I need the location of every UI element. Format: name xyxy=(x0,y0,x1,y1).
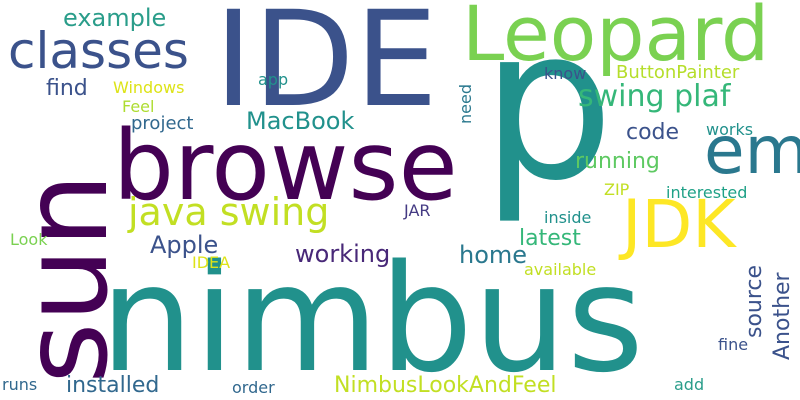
word-p: p xyxy=(481,0,615,227)
word-need: need xyxy=(456,84,475,124)
word-code: code xyxy=(626,120,680,145)
word-jdk: JDK xyxy=(622,186,736,263)
word-works: works xyxy=(706,120,754,139)
word-home: home xyxy=(459,241,528,269)
word-buttonpainter: ButtonPainter xyxy=(616,62,740,83)
word-sun: sun xyxy=(0,172,134,384)
word-find: find xyxy=(46,76,88,101)
word-classes: classes xyxy=(8,22,189,80)
word-order: order xyxy=(232,378,275,397)
word-project: project xyxy=(131,113,194,134)
word-macbook: MacBook xyxy=(246,107,355,135)
word-feel: Feel xyxy=(122,97,155,116)
word-ide: IDE xyxy=(214,0,438,137)
word-running: running xyxy=(575,149,660,174)
word-nimbuslookandfeel: NimbusLookAndFeel xyxy=(334,373,557,398)
word-look: Look xyxy=(10,230,48,249)
word-know: know xyxy=(544,64,587,83)
word-latest: latest xyxy=(519,226,581,251)
word-idea: IDEA xyxy=(192,253,231,272)
word-source: source xyxy=(742,264,767,338)
word-swing-plaf: swing plaf xyxy=(578,79,731,114)
word-add: add xyxy=(674,375,705,394)
word-app: app xyxy=(258,70,289,89)
word-runs: runs xyxy=(2,375,38,394)
word-em: em xyxy=(704,112,800,189)
word-browse: browse xyxy=(113,110,458,222)
word-example: example xyxy=(63,4,167,32)
word-fine: fine xyxy=(718,335,749,354)
word-inside: inside xyxy=(544,208,592,227)
word-interested: interested xyxy=(666,183,748,202)
word-jar: JAR xyxy=(404,201,431,220)
word-nimbus: nimbus xyxy=(100,233,644,400)
word-java-swing: java swing xyxy=(128,190,330,234)
word-apple: Apple xyxy=(150,231,219,259)
word-leopard: Leopard xyxy=(462,0,770,78)
word-working: working xyxy=(295,240,391,268)
word-zip: ZIP xyxy=(604,180,630,199)
word-another: Another xyxy=(770,272,795,360)
word-installed: installed xyxy=(66,373,160,398)
word-windows: Windows xyxy=(113,78,185,97)
word-available: available xyxy=(524,260,597,279)
